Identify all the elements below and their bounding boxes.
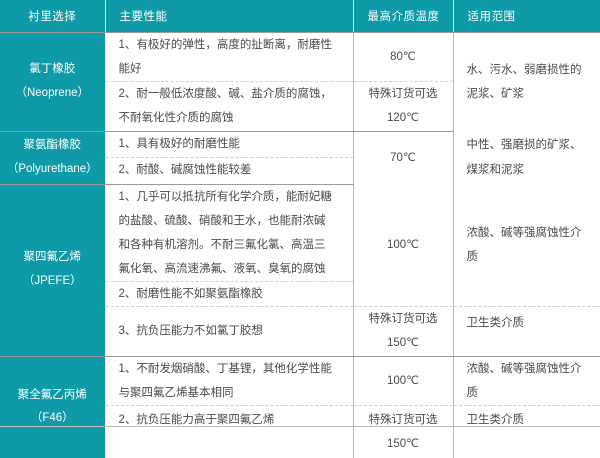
performance-line: 不耐氧化性介质的腐蚀 [119,106,345,130]
material-name-en: （JPEFE） [2,270,103,294]
temperature-cell: 特殊订货可选 150℃ [353,405,453,458]
application-cell: 浓酸、碱等强腐蚀性介 质 [453,184,600,307]
performance-line: 2、耐一般低浓度酸、碱、盐介质的腐蚀， [119,82,345,106]
application-line: 水、污水、弱磨损性的 [467,58,593,82]
application-cell: 卫生类介质 [453,405,600,458]
temperature-cell: 70℃ [353,131,453,184]
material-name-cn: 聚四氟乙烯 [24,251,82,263]
table-row: 聚全氟乙丙烯 （F46） 1、不耐发烟硝酸、丁基锂，其他化学性能 与聚四氟乙烯基… [0,356,600,405]
performance-cell: 1、几乎可以抵抗所有化学介质，能耐妃糖 的盐酸、硫酸、硝酸和王水，也能耐浓碱 和… [105,184,353,282]
application-line: 泥浆、矿浆 [467,82,593,106]
performance-line: 与聚四氟乙烯基本相同 [119,381,345,405]
performance-line: 的盐酸、硫酸、硝酸和王水，也能耐浓碱 [119,209,345,233]
performance-line: 1、不耐发烟硝酸、丁基锂，其他化学性能 [119,357,345,381]
lining-selection-table-root: 衬里选择 主要性能 最高介质温度 适用范围 氯丁橡胶 （Neoprene） 1、… [0,0,600,427]
material-cell-neoprene: 氯丁橡胶 （Neoprene） [0,33,105,132]
performance-line: 1、具有极好的耐磨性能 [119,132,345,156]
performance-cell: 2、耐一般低浓度酸、碱、盐介质的腐蚀， 不耐氧化性介质的腐蚀 [105,82,353,131]
column-header-performance: 主要性能 [105,0,353,33]
material-name-cn: 聚全氟乙丙烯 [18,389,87,401]
performance-line: 和各种有机溶剂。不耐三氟化氯、高温三 [119,233,345,257]
temperature-cell: 100℃ [353,184,453,307]
performance-line: 1、有极好的弹性，高度的扯断离，耐磨性 [119,33,345,57]
material-cell-polyurethane: 聚氨酯橡胶 （Polyurethane） [0,131,105,184]
temperature-value: 特殊订货可选 [358,82,449,106]
performance-line: 2、耐磨性能不如聚氨酯橡胶 [119,282,345,306]
application-line: 浓酸、碱等强腐蚀性介 [467,357,593,381]
table-row: 聚氨酯橡胶 （Polyurethane） 1、具有极好的耐磨性能 70℃ 中性、… [0,131,600,157]
temperature-cell: 特殊订货可选 120℃ [353,82,453,131]
performance-cell: 2、耐磨性能不如聚氨酯橡胶 [105,282,353,307]
material-cell-f46: 聚全氟乙丙烯 （F46） [0,356,105,458]
application-line: 浓酸、碱等强腐蚀性介 [467,221,593,245]
performance-cell: 1、有极好的弹性，高度的扯断离，耐磨性 能好 [105,33,353,82]
application-line: 卫生类介质 [467,408,593,432]
application-cell: 中性、强磨损的矿浆、 煤浆和泥浆 [453,131,600,184]
temperature-value: 150℃ [358,432,449,456]
column-header-material: 衬里选择 [0,0,105,33]
temperature-value: 100℃ [358,369,449,393]
performance-line: 2、抗负压能力高于聚四氟乙烯 [119,408,345,432]
application-cell: 水、污水、弱磨损性的 泥浆、矿浆 [453,33,600,132]
temperature-value: 70℃ [358,146,449,170]
column-header-temperature: 最高介质温度 [353,0,453,33]
performance-cell: 1、具有极好的耐磨性能 [105,131,353,157]
application-line: 中性、强磨损的矿浆、 [467,133,593,157]
temperature-value: 150℃ [358,331,449,355]
temperature-cell: 80℃ [353,33,453,82]
material-name-en: （F46） [2,407,103,431]
performance-cell: 1、不耐发烟硝酸、丁基锂，其他化学性能 与聚四氟乙烯基本相同 [105,356,353,405]
material-cell-jpefe: 聚四氟乙烯 （JPEFE） [0,184,105,356]
application-cell: 卫生类介质 [453,307,600,356]
performance-line: 3、抗负压能力不如氯丁胶想 [119,319,345,343]
application-cell: 浓酸、碱等强腐蚀性介 质 [453,356,600,405]
table-header: 衬里选择 主要性能 最高介质温度 适用范围 [0,0,600,33]
application-line: 煤浆和泥浆 [467,158,593,182]
performance-line: 2、耐酸、碱腐蚀性能较差 [119,158,345,182]
application-line: 质 [467,381,593,405]
material-name-cn: 氯丁橡胶 [29,63,75,75]
material-name-en: （Neoprene） [2,82,103,106]
table-row: 聚四氟乙烯 （JPEFE） 1、几乎可以抵抗所有化学介质，能耐妃糖 的盐酸、硫酸… [0,184,600,282]
performance-cell: 2、抗负压能力高于聚四氟乙烯 [105,405,353,458]
table-row: 氯丁橡胶 （Neoprene） 1、有极好的弹性，高度的扯断离，耐磨性 能好 8… [0,33,600,82]
column-header-application: 适用范围 [453,0,600,33]
temperature-cell: 特殊订货可选 150℃ [353,307,453,356]
performance-line: 1、几乎可以抵抗所有化学介质，能耐妃糖 [119,185,345,209]
temperature-value: 80℃ [358,45,449,69]
temperature-value: 100℃ [358,233,449,257]
temperature-value: 特殊订货可选 [358,307,449,331]
header-row: 衬里选择 主要性能 最高介质温度 适用范围 [0,0,600,33]
performance-cell: 3、抗负压能力不如氯丁胶想 [105,307,353,356]
performance-line: 能好 [119,57,345,81]
performance-cell: 2、耐酸、碱腐蚀性能较差 [105,157,353,184]
table-body: 氯丁橡胶 （Neoprene） 1、有极好的弹性，高度的扯断离，耐磨性 能好 8… [0,33,600,458]
application-line: 质 [467,245,593,269]
performance-line: 氟化氧、高流速沸氟、液氧、臭氧的腐蚀 [119,257,345,281]
temperature-value: 特殊订货可选 [358,408,449,432]
material-name-en: （Polyurethane） [2,158,103,182]
temperature-value: 120℃ [358,106,449,130]
temperature-cell: 100℃ [353,356,453,405]
material-name-cn: 聚氨酯橡胶 [24,139,82,151]
application-line: 卫生类介质 [467,311,593,335]
